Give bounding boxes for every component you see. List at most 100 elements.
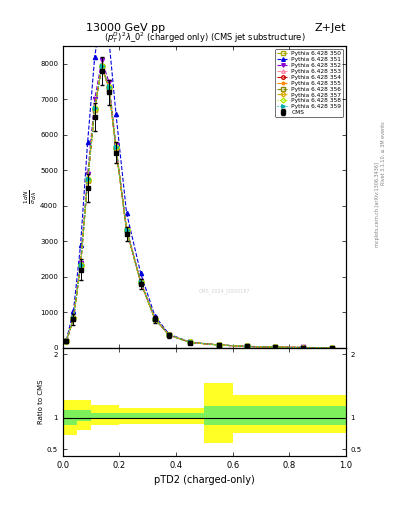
Pythia 6.428 359 xyxy=(301,345,306,351)
Pythia 6.428 356 xyxy=(138,279,143,285)
Pythia 6.428 356 xyxy=(244,344,249,350)
Title: $(p_T^D)^2\lambda\_0^2$ (charged only) (CMS jet substructure): $(p_T^D)^2\lambda\_0^2$ (charged only) (… xyxy=(103,30,305,45)
Pythia 6.428 351 xyxy=(244,343,249,349)
Pythia 6.428 358 xyxy=(152,315,157,322)
Pythia 6.428 351 xyxy=(216,342,221,348)
Pythia 6.428 354 xyxy=(64,338,69,345)
Pythia 6.428 357 xyxy=(85,177,90,183)
Pythia 6.428 357 xyxy=(99,63,104,69)
Pythia 6.428 358 xyxy=(167,332,171,338)
Pythia 6.428 354 xyxy=(301,345,306,351)
Pythia 6.428 357 xyxy=(138,279,143,285)
Pythia 6.428 350 xyxy=(124,228,129,234)
Pythia 6.428 350 xyxy=(107,86,111,92)
Pythia 6.428 354 xyxy=(107,84,111,91)
Pythia 6.428 355 xyxy=(78,262,83,268)
Text: Rivet 3.1.10, ≥ 3M events: Rivet 3.1.10, ≥ 3M events xyxy=(381,122,386,185)
Pythia 6.428 359 xyxy=(124,227,129,233)
Pythia 6.428 352 xyxy=(244,344,249,350)
Pythia 6.428 350 xyxy=(71,316,76,322)
Pythia 6.428 350 xyxy=(273,344,277,350)
Pythia 6.428 353 xyxy=(167,332,171,338)
Pythia 6.428 357 xyxy=(64,338,69,345)
Pythia 6.428 357 xyxy=(167,332,171,338)
Pythia 6.428 358 xyxy=(301,345,306,351)
Pythia 6.428 352 xyxy=(329,345,334,351)
Pythia 6.428 354 xyxy=(244,344,249,350)
Pythia 6.428 350 xyxy=(244,344,249,350)
Pythia 6.428 353 xyxy=(114,145,118,152)
Pythia 6.428 354 xyxy=(216,342,221,348)
Pythia 6.428 359 xyxy=(188,339,193,346)
Pythia 6.428 359 xyxy=(273,344,277,350)
Pythia 6.428 359 xyxy=(85,176,90,182)
Pythia 6.428 353 xyxy=(64,338,69,345)
Line: Pythia 6.428 357: Pythia 6.428 357 xyxy=(64,64,334,350)
Pythia 6.428 352 xyxy=(107,78,111,84)
Pythia 6.428 354 xyxy=(167,332,171,338)
Pythia 6.428 351 xyxy=(85,139,90,145)
Pythia 6.428 351 xyxy=(114,111,118,117)
Pythia 6.428 355 xyxy=(92,105,97,111)
Pythia 6.428 353 xyxy=(138,280,143,286)
Pythia 6.428 354 xyxy=(78,262,83,268)
Pythia 6.428 352 xyxy=(152,315,157,322)
X-axis label: pTD2 (charged-only): pTD2 (charged-only) xyxy=(154,475,255,485)
Pythia 6.428 359 xyxy=(167,332,171,338)
Pythia 6.428 359 xyxy=(99,62,104,69)
Pythia 6.428 351 xyxy=(301,345,306,351)
Pythia 6.428 358 xyxy=(138,279,143,285)
Pythia 6.428 350 xyxy=(329,345,334,351)
Pythia 6.428 358 xyxy=(78,262,83,268)
Line: Pythia 6.428 355: Pythia 6.428 355 xyxy=(64,63,334,350)
Pythia 6.428 358 xyxy=(92,105,97,112)
Pythia 6.428 351 xyxy=(71,308,76,314)
Pythia 6.428 356 xyxy=(92,105,97,112)
Pythia 6.428 352 xyxy=(273,344,277,350)
Pythia 6.428 351 xyxy=(273,344,277,350)
Pythia 6.428 359 xyxy=(152,315,157,322)
Pythia 6.428 350 xyxy=(152,316,157,322)
Pythia 6.428 355 xyxy=(188,339,193,346)
Pythia 6.428 352 xyxy=(301,345,306,351)
Pythia 6.428 358 xyxy=(71,315,76,321)
Pythia 6.428 357 xyxy=(124,227,129,233)
Pythia 6.428 351 xyxy=(99,8,104,14)
Pythia 6.428 357 xyxy=(244,344,249,350)
Pythia 6.428 356 xyxy=(71,315,76,322)
Line: Pythia 6.428 353: Pythia 6.428 353 xyxy=(64,65,334,350)
Pythia 6.428 356 xyxy=(301,345,306,351)
Pythia 6.428 356 xyxy=(124,227,129,233)
Pythia 6.428 356 xyxy=(78,262,83,268)
Text: Z+Jet: Z+Jet xyxy=(314,23,346,33)
Pythia 6.428 357 xyxy=(71,315,76,322)
Pythia 6.428 355 xyxy=(167,332,171,338)
Pythia 6.428 356 xyxy=(329,345,334,351)
Pythia 6.428 353 xyxy=(85,177,90,183)
Pythia 6.428 353 xyxy=(188,339,193,346)
Pythia 6.428 355 xyxy=(71,315,76,321)
Pythia 6.428 355 xyxy=(124,227,129,233)
Pythia 6.428 350 xyxy=(92,107,97,113)
Pythia 6.428 355 xyxy=(138,279,143,285)
Pythia 6.428 354 xyxy=(99,63,104,70)
Pythia 6.428 358 xyxy=(273,344,277,350)
Pythia 6.428 355 xyxy=(114,144,118,151)
Pythia 6.428 353 xyxy=(301,345,306,351)
Pythia 6.428 352 xyxy=(114,142,118,148)
Pythia 6.428 359 xyxy=(138,279,143,285)
Pythia 6.428 357 xyxy=(92,105,97,112)
Pythia 6.428 355 xyxy=(216,342,221,348)
Pythia 6.428 355 xyxy=(152,315,157,322)
Pythia 6.428 355 xyxy=(301,345,306,351)
Pythia 6.428 359 xyxy=(92,105,97,112)
Pythia 6.428 351 xyxy=(124,210,129,216)
Pythia 6.428 350 xyxy=(167,332,171,338)
Pythia 6.428 352 xyxy=(71,315,76,321)
Pythia 6.428 359 xyxy=(329,345,334,351)
Pythia 6.428 356 xyxy=(114,144,118,151)
Pythia 6.428 355 xyxy=(85,176,90,182)
Text: CMS_2024_J1920187: CMS_2024_J1920187 xyxy=(199,288,250,293)
Pythia 6.428 357 xyxy=(188,339,193,346)
Line: Pythia 6.428 356: Pythia 6.428 356 xyxy=(64,64,334,350)
